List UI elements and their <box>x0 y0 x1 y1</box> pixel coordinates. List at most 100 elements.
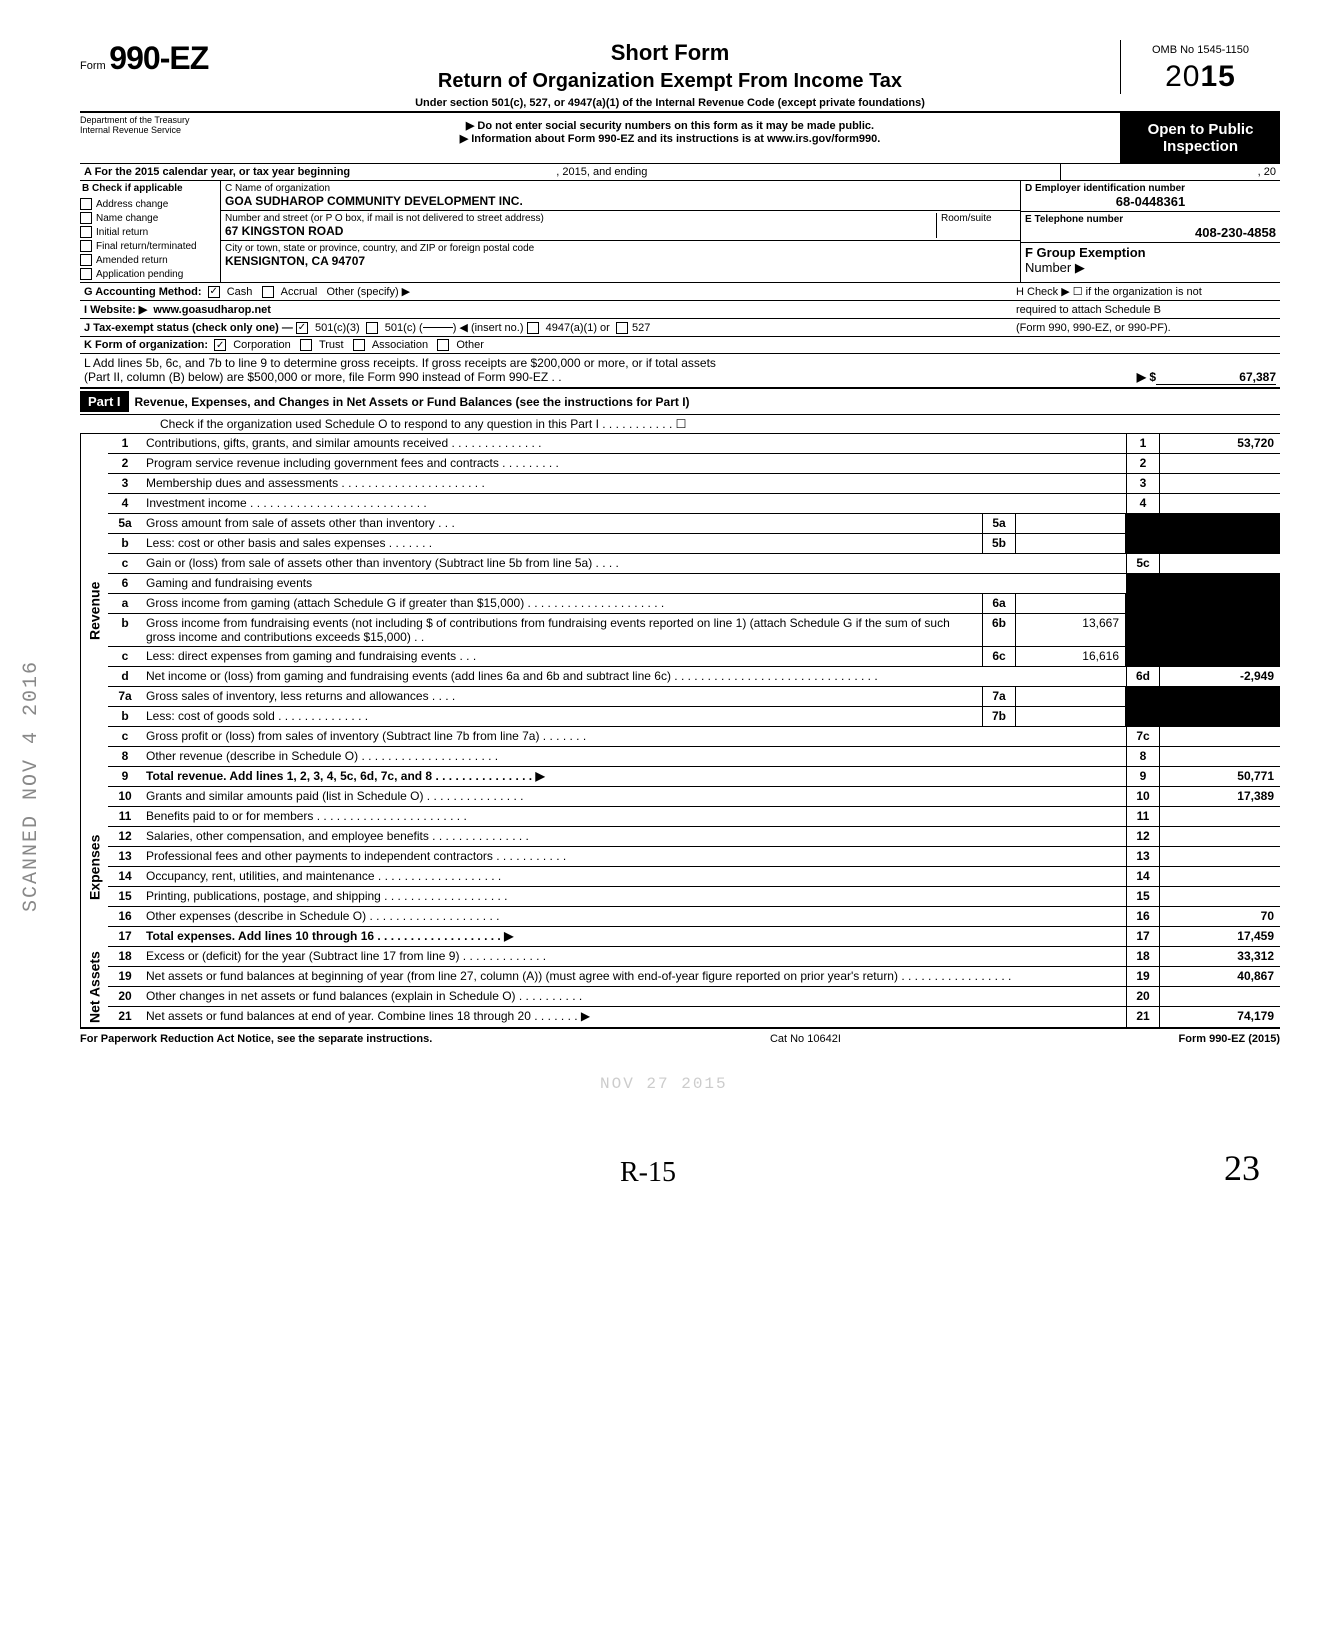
other-label: Other (specify) ▶ <box>327 285 411 298</box>
form-subtitle: Under section 501(c), 527, or 4947(a)(1)… <box>220 97 1120 109</box>
trust-label: Trust <box>319 339 344 351</box>
section-k: K Form of organization: ✓ Corporation Tr… <box>80 337 1280 354</box>
right-header-col: OMB No 1545-1150 2015 <box>1120 40 1280 94</box>
row-17: 17Total expenses. Add lines 10 through 1… <box>108 927 1280 947</box>
section-j-label: J Tax-exempt status (check only one) — <box>84 322 293 334</box>
received-stamp: NOV 27 2015 <box>600 1075 728 1093</box>
expenses-table: Expenses 10Grants and similar amounts pa… <box>80 787 1280 947</box>
street-row: Number and street (or P O box, if mail i… <box>221 211 1020 241</box>
year-bold: 15 <box>1201 60 1236 93</box>
dept-cell: Department of the Treasury Internal Reve… <box>80 113 220 163</box>
open-public-2: Inspection <box>1123 138 1278 155</box>
section-a-right: , 20 <box>1060 164 1280 180</box>
part-1-header: Part I Revenue, Expenses, and Changes in… <box>80 389 1280 415</box>
ein-value: 68-0448361 <box>1025 194 1276 209</box>
section-a-label: A For the 2015 calendar year, or tax yea… <box>84 166 350 178</box>
netassets-body: 18Excess or (deficit) for the year (Subt… <box>108 947 1280 1027</box>
row-6b: bGross income from fundraising events (n… <box>108 614 1280 647</box>
corp-label: Corporation <box>233 339 290 351</box>
row-16: 16Other expenses (describe in Schedule O… <box>108 907 1280 927</box>
checkbox-icon <box>80 212 92 224</box>
section-j: J Tax-exempt status (check only one) — ✓… <box>80 319 1280 337</box>
checkbox-527[interactable] <box>616 322 628 334</box>
section-l-line2: (Part II, column (B) below) are $500,000… <box>84 370 562 385</box>
501c-label: 501(c) ( <box>385 322 423 334</box>
section-f: F Group Exemption Number ▶ <box>1021 243 1280 278</box>
cash-label: Cash <box>227 286 253 298</box>
row-10: 10Grants and similar amounts paid (list … <box>108 787 1280 807</box>
checkbox-501c3[interactable]: ✓ <box>296 322 308 334</box>
revenue-body: 1Contributions, gifts, grants, and simil… <box>108 434 1280 787</box>
check-final-return[interactable]: Final return/terminated <box>80 240 220 252</box>
section-h-3: (Form 990, 990-EZ, or 990-PF). <box>1016 322 1276 334</box>
instructions-cell: ▶ Do not enter social security numbers o… <box>220 113 1120 163</box>
check-initial-return[interactable]: Initial return <box>80 226 220 238</box>
checkbox-icon <box>80 254 92 266</box>
checkbox-trust[interactable] <box>300 339 312 351</box>
checkbox-corp[interactable]: ✓ <box>214 339 226 351</box>
part-1-check: Check if the organization used Schedule … <box>80 415 1280 434</box>
checkbox-cash[interactable]: ✓ <box>208 286 220 298</box>
section-l-line2-row: (Part II, column (B) below) are $500,000… <box>84 370 1276 385</box>
gross-receipts-value: 67,387 <box>1156 370 1276 385</box>
website-label: I Website: ▶ <box>84 303 147 316</box>
row-14: 14Occupancy, rent, utilities, and mainte… <box>108 867 1280 887</box>
checkbox-4947[interactable] <box>527 322 539 334</box>
city-label: City or town, state or province, country… <box>225 243 1016 254</box>
row-5b: bLess: cost or other basis and sales exp… <box>108 534 1280 554</box>
row-15: 15Printing, publications, postage, and s… <box>108 887 1280 907</box>
section-e: E Telephone number 408-230-4858 <box>1021 212 1280 243</box>
row-4: 4Investment income . . . . . . . . . . .… <box>108 494 1280 514</box>
section-h-1: H Check ▶ ☐ if the organization is not <box>1016 285 1276 298</box>
row-5c: cGain or (loss) from sale of assets othe… <box>108 554 1280 574</box>
check-name-change[interactable]: Name change <box>80 212 220 224</box>
row-6a: aGross income from gaming (attach Schedu… <box>108 594 1280 614</box>
row-7a: 7aGross sales of inventory, less returns… <box>108 687 1280 707</box>
section-d: D Employer identification number 68-0448… <box>1021 181 1280 212</box>
section-a-mid: , 2015, and ending <box>556 166 647 178</box>
org-info-block: B Check if applicable Address change Nam… <box>80 181 1280 283</box>
section-a-left: A For the 2015 calendar year, or tax yea… <box>80 164 1060 180</box>
row-3: 3Membership dues and assessments . . . .… <box>108 474 1280 494</box>
section-b: B Check if applicable Address change Nam… <box>80 181 220 282</box>
part-1-badge: Part I <box>80 391 129 412</box>
short-form-label: Short Form <box>220 40 1120 66</box>
form-number: 990-EZ <box>109 40 208 76</box>
row-11: 11Benefits paid to or for members . . . … <box>108 807 1280 827</box>
checkbox-assoc[interactable] <box>353 339 365 351</box>
section-b-label: B Check if applicable <box>80 181 220 196</box>
check-address-change[interactable]: Address change <box>80 198 220 210</box>
netassets-table: Net Assets 18Excess or (deficit) for the… <box>80 947 1280 1029</box>
section-l-line1: L Add lines 5b, 6c, and 7b to line 9 to … <box>84 356 1276 370</box>
check-application-pending[interactable]: Application pending <box>80 268 220 280</box>
website-value: www.goasudharop.net <box>153 304 271 316</box>
row-8: 8Other revenue (describe in Schedule O) … <box>108 747 1280 767</box>
room-suite: Room/suite <box>936 213 1016 238</box>
section-h-2: required to attach Schedule B <box>1016 304 1276 316</box>
checkbox-other-org[interactable] <box>437 339 449 351</box>
row-12: 12Salaries, other compensation, and empl… <box>108 827 1280 847</box>
row-6: 6Gaming and fundraising events <box>108 574 1280 594</box>
revenue-side-label: Revenue <box>80 434 108 787</box>
netassets-side-label: Net Assets <box>80 947 108 1027</box>
open-public-1: Open to Public <box>1123 121 1278 138</box>
title-cell: Short Form Return of Organization Exempt… <box>220 40 1120 109</box>
checkbox-501c[interactable] <box>366 322 378 334</box>
checkbox-accrual[interactable] <box>262 286 274 298</box>
check-amended-return[interactable]: Amended return <box>80 254 220 266</box>
header-row-2: Department of the Treasury Internal Reve… <box>80 113 1280 164</box>
group-exempt-number: Number ▶ <box>1025 260 1085 275</box>
city-value: KENSIGNTON, CA 94707 <box>225 254 1016 268</box>
row-6d: dNet income or (loss) from gaming and fu… <box>108 667 1280 687</box>
insert-no: ) ◀ (insert no.) <box>453 321 524 334</box>
row-20: 20Other changes in net assets or fund ba… <box>108 987 1280 1007</box>
accrual-label: Accrual <box>281 286 318 298</box>
checkbox-icon <box>80 268 92 280</box>
row-19: 19Net assets or fund balances at beginni… <box>108 967 1280 987</box>
footer-left: For Paperwork Reduction Act Notice, see … <box>80 1033 432 1045</box>
org-name: GOA SUDHAROP COMMUNITY DEVELOPMENT INC. <box>225 194 1016 208</box>
section-l: L Add lines 5b, 6c, and 7b to line 9 to … <box>80 354 1280 389</box>
4947-label: 4947(a)(1) or <box>546 322 610 334</box>
dept-line-1: Department of the Treasury <box>80 115 220 125</box>
ssn-warning: ▶ Do not enter social security numbers o… <box>226 119 1114 132</box>
